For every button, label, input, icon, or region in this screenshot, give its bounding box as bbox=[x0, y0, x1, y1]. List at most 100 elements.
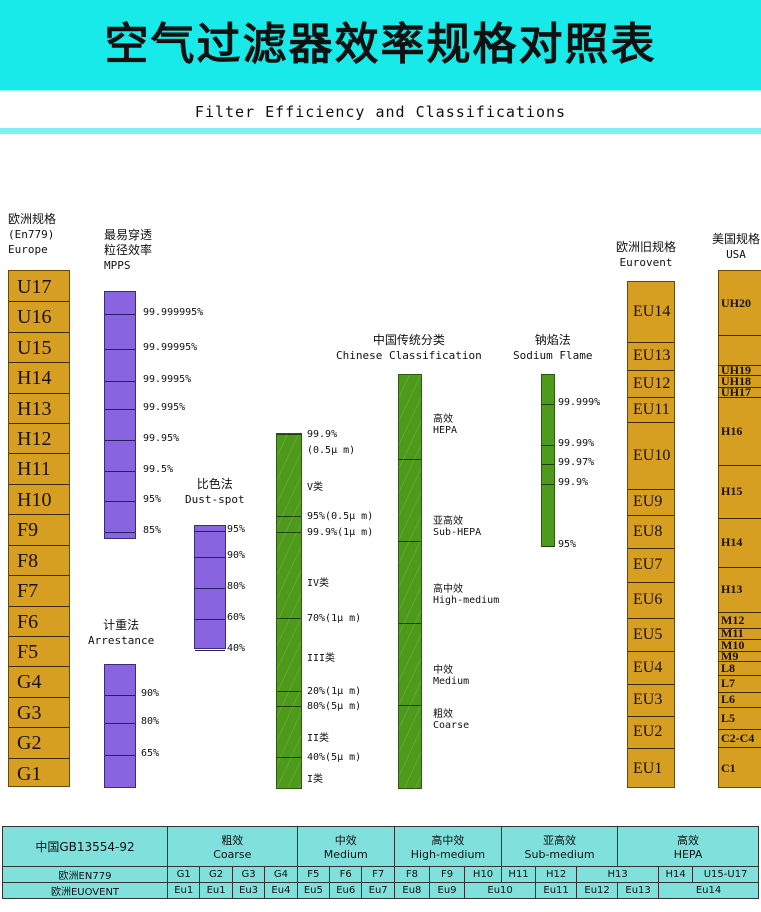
eurovent-class-label: EU6 bbox=[633, 591, 663, 608]
mpps-label: 99.5% bbox=[143, 464, 174, 475]
usa-divider bbox=[719, 335, 761, 336]
group-en: Coarse bbox=[213, 848, 252, 861]
china-scale-label: 99.9%(1μ m) bbox=[307, 527, 374, 538]
table-row-label: 欧洲EUOVENT bbox=[2, 882, 168, 899]
usa-class-label: UH18 bbox=[721, 374, 751, 388]
table-cell: F9 bbox=[428, 866, 466, 883]
eurovent-class-label: EU7 bbox=[633, 556, 663, 573]
dustspot-label: 90% bbox=[227, 550, 246, 561]
chinese-class-label-en: Coarse bbox=[433, 720, 470, 731]
usa-class-label: L7 bbox=[721, 676, 736, 690]
mpps-column bbox=[104, 291, 136, 539]
chinese-class-divider bbox=[399, 623, 421, 624]
usa-class-label: H16 bbox=[721, 424, 743, 438]
europe-divider bbox=[9, 635, 69, 637]
usa-divider bbox=[719, 747, 761, 748]
group-en: Sub-medium bbox=[524, 848, 595, 861]
europe-divider bbox=[9, 696, 69, 698]
usa-class-label: UH19 bbox=[721, 363, 751, 377]
table-cell: F5 bbox=[296, 866, 331, 883]
europe-class-label: U16 bbox=[17, 306, 52, 329]
china-scale-divider bbox=[277, 618, 301, 619]
mpps-header-cn2: 粒径效率 bbox=[104, 243, 153, 257]
china-scale-label: III类 bbox=[307, 653, 336, 664]
europe-class-label: U15 bbox=[17, 336, 52, 359]
eurovent-class-label: EU9 bbox=[633, 493, 663, 510]
usa-class-label: L8 bbox=[721, 661, 736, 675]
sodium-divider bbox=[542, 445, 554, 446]
eurovent-divider bbox=[628, 716, 674, 717]
eurovent-class-label: EU3 bbox=[633, 691, 663, 708]
sodium-label: 99.9% bbox=[558, 477, 589, 488]
europe-class-label: F8 bbox=[17, 549, 39, 572]
china-scale-label: V类 bbox=[307, 482, 324, 493]
sodium-header-en: Sodium Flame bbox=[513, 349, 593, 362]
china-scale-divider bbox=[277, 757, 301, 758]
table-cell: H13 bbox=[576, 866, 660, 883]
group-cn: 粗效 bbox=[221, 834, 244, 847]
dustspot-header-en: Dust-spot bbox=[185, 493, 245, 506]
eurovent-header-en: Eurovent bbox=[619, 256, 673, 269]
china-scale-label: 20%(1μ m) bbox=[307, 686, 362, 697]
arrestance-header: 计重法 Arrestance bbox=[88, 618, 154, 648]
usa-class-label: M12 bbox=[721, 613, 745, 627]
table-row-label: 欧洲EN779 bbox=[2, 866, 168, 883]
dustspot-label: 80% bbox=[227, 581, 246, 592]
usa-class-label: UH17 bbox=[721, 385, 751, 399]
eurovent-divider bbox=[628, 582, 674, 583]
eurovent-divider bbox=[628, 370, 674, 371]
eurovent-divider bbox=[628, 651, 674, 652]
mpps-label: 95% bbox=[143, 494, 162, 505]
chinese-class-label-cn: 亚高效 bbox=[433, 516, 463, 527]
sodium-label: 99.97% bbox=[558, 457, 595, 468]
table-cell: Eu13 bbox=[617, 882, 660, 899]
mpps-divider bbox=[105, 532, 135, 533]
eurovent-divider bbox=[628, 489, 674, 490]
usa-class-label: M9 bbox=[721, 649, 739, 663]
europe-class-label: F9 bbox=[17, 519, 39, 542]
usa-class-label: H15 bbox=[721, 484, 743, 498]
table-cell: H11 bbox=[501, 866, 537, 883]
europe-divider bbox=[9, 392, 69, 394]
usa-class-label: C2-C4 bbox=[721, 731, 755, 745]
table-cell: Eu5 bbox=[296, 882, 331, 899]
table-cell: Eu10 bbox=[464, 882, 537, 899]
china-scale-divider bbox=[277, 691, 301, 692]
usa-class-label: C1 bbox=[721, 761, 736, 775]
sodium-header: 钠焰法 Sodium Flame bbox=[513, 333, 592, 363]
table-row-en779: 欧洲EN779 G1 G2 G3 G4 F5 F6 F7 F8 F9 H10 H… bbox=[2, 866, 759, 883]
europe-divider bbox=[9, 331, 69, 333]
dustspot-divider bbox=[195, 588, 225, 589]
mpps-label: 85% bbox=[143, 525, 162, 536]
europe-header-cn: 欧洲规格 bbox=[8, 212, 57, 226]
europe-divider bbox=[9, 301, 69, 303]
sodium-column bbox=[541, 374, 555, 547]
eurovent-divider bbox=[628, 684, 674, 685]
eurovent-header-cn: 欧洲旧规格 bbox=[616, 240, 677, 254]
dustspot-header-cn: 比色法 bbox=[196, 477, 233, 491]
eurovent-divider bbox=[628, 397, 674, 398]
europe-class-label: G3 bbox=[17, 701, 42, 724]
europe-class-label: U17 bbox=[17, 276, 52, 298]
group-en: High-medium bbox=[410, 848, 486, 861]
europe-class-label: H13 bbox=[17, 397, 52, 420]
europe-divider bbox=[9, 514, 69, 516]
reference-table: 中国GB13554-92 粗效 Coarse 中效 Medium 高中效 High-m… bbox=[2, 826, 759, 899]
usa-class-label: H13 bbox=[721, 582, 743, 596]
eurovent-column: EU14 EU13 EU12 EU11 EU10 EU9 EU8 EU7 EU6 EU5 EU4 EU… bbox=[627, 281, 675, 788]
eurovent-class-label: EU5 bbox=[633, 626, 663, 643]
table-cell: G3 bbox=[231, 866, 266, 883]
sodium-label: 99.99% bbox=[558, 438, 595, 449]
china-scale-hatch bbox=[277, 434, 301, 788]
china-scale-label: 40%(5μ m) bbox=[307, 752, 362, 763]
dustspot-divider bbox=[195, 531, 225, 532]
group-cn: 高中效 bbox=[431, 834, 465, 847]
group-cn: 中效 bbox=[334, 834, 357, 847]
china-scale-label: 99.9% bbox=[307, 429, 338, 440]
mpps-header-en: MPPS bbox=[104, 259, 131, 272]
europe-divider bbox=[9, 757, 69, 759]
mpps-divider bbox=[105, 471, 135, 472]
table-group-high-medium: 高中效 High-medium bbox=[393, 826, 503, 867]
table-cell: Eu9 bbox=[428, 882, 466, 899]
table-cell: Eu8 bbox=[393, 882, 430, 899]
